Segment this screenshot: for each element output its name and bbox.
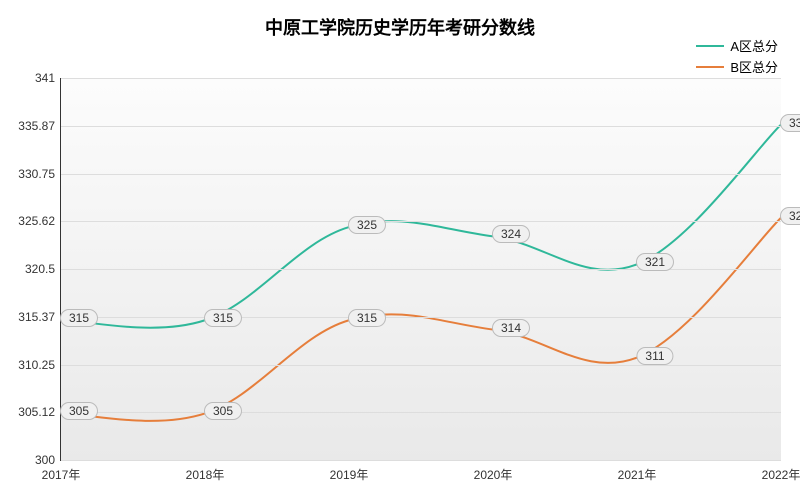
gridline — [61, 78, 781, 79]
chart-container: 中原工学院历史学历年考研分数线 A区总分 B区总分 300305.12310.25… — [0, 0, 800, 500]
x-tick-label: 2019年 — [330, 460, 369, 483]
data-label: 315 — [204, 309, 242, 327]
x-tick-label: 2018年 — [186, 460, 225, 483]
legend-item: A区总分 — [696, 36, 778, 55]
x-tick-label: 2017年 — [42, 460, 81, 483]
gridline — [61, 126, 781, 127]
y-tick-label: 310.25 — [18, 358, 61, 372]
x-tick-label: 2021年 — [618, 460, 657, 483]
data-label: 336 — [780, 114, 800, 132]
y-tick-label: 341 — [35, 71, 61, 85]
data-label: 314 — [492, 319, 530, 337]
data-label: 325 — [348, 216, 386, 234]
gridline — [61, 221, 781, 222]
x-tick-label: 2022年 — [762, 460, 800, 483]
series-line — [61, 125, 781, 328]
data-label: 315 — [348, 309, 386, 327]
legend: A区总分 B区总分 — [696, 36, 778, 78]
y-tick-label: 305.12 — [18, 405, 61, 419]
legend-swatch — [696, 66, 724, 68]
y-tick-label: 320.5 — [25, 262, 61, 276]
gridline — [61, 174, 781, 175]
data-label: 326 — [780, 207, 800, 225]
data-label: 305 — [204, 402, 242, 420]
legend-item: B区总分 — [696, 57, 778, 76]
gridline — [61, 317, 781, 318]
data-label: 311 — [636, 347, 673, 365]
data-label: 324 — [492, 225, 530, 243]
legend-label: B区总分 — [730, 57, 778, 76]
gridline — [61, 412, 781, 413]
gridline — [61, 365, 781, 366]
y-tick-label: 335.87 — [18, 119, 61, 133]
x-tick-label: 2020年 — [474, 460, 513, 483]
data-label: 305 — [60, 402, 98, 420]
legend-swatch — [696, 45, 724, 47]
data-label: 321 — [636, 253, 674, 271]
gridline — [61, 269, 781, 270]
y-tick-label: 330.75 — [18, 167, 61, 181]
data-label: 315 — [60, 309, 98, 327]
series-line — [61, 218, 781, 421]
plot-area: 300305.12310.25315.37320.5325.62330.7533… — [60, 78, 781, 461]
y-tick-label: 325.62 — [18, 214, 61, 228]
chart-title: 中原工学院历史学历年考研分数线 — [0, 0, 800, 40]
gridline — [61, 460, 781, 461]
legend-label: A区总分 — [730, 36, 778, 55]
y-tick-label: 315.37 — [18, 310, 61, 324]
